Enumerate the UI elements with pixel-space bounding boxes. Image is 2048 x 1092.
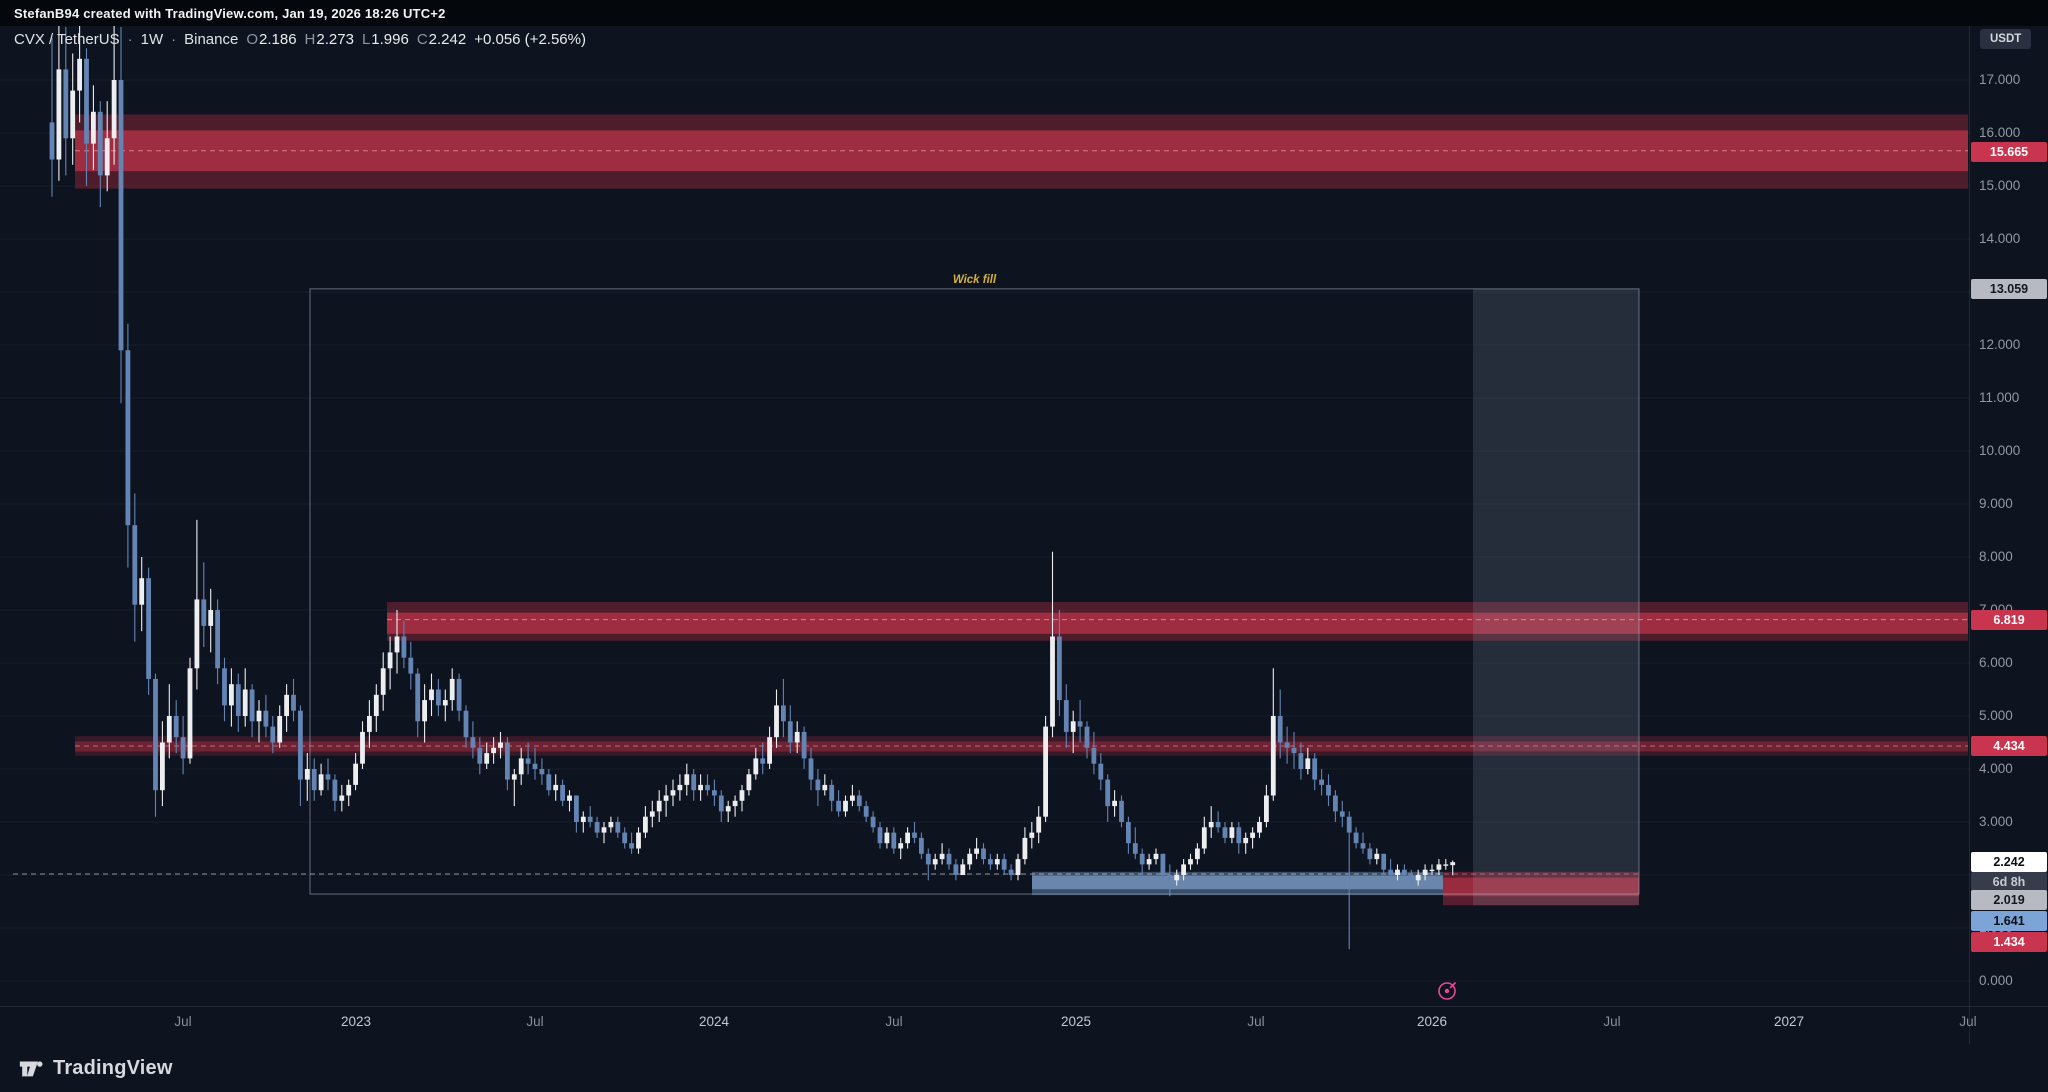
price-tick: 8.000 <box>1979 549 2013 564</box>
zone-demand-2[interactable] <box>13 871 1639 896</box>
zone-supply-7[interactable] <box>387 602 1968 641</box>
axis-price-badge: 13.059 <box>1971 279 2047 299</box>
axis-price-badge: 2.242 <box>1971 852 2047 872</box>
wick-fill-label[interactable]: Wick fill <box>952 273 997 286</box>
zone-supply-bottom[interactable] <box>1443 871 1639 906</box>
price-tick: 12.000 <box>1979 337 2021 352</box>
time-tick: Jul <box>1603 1014 1621 1029</box>
price-tick: 0.000 <box>1979 973 2013 988</box>
time-tick: 2024 <box>698 1014 730 1029</box>
price-axis[interactable]: USDT 17.00016.00015.00014.00013.00012.00… <box>1969 0 2048 1044</box>
price-tick: 16.000 <box>1979 125 2021 140</box>
time-tick: Jul <box>1959 1014 1977 1029</box>
ohlc-low: L1.996 <box>361 31 409 48</box>
price-tick: 4.000 <box>1979 761 2013 776</box>
price-tick: 9.000 <box>1979 496 2013 511</box>
change-label: +0.056 (+2.56%) <box>474 31 586 48</box>
ohlc-high: H2.273 <box>304 31 354 48</box>
price-tick: 15.000 <box>1979 178 2021 193</box>
time-tick: 2025 <box>1060 1014 1092 1029</box>
ohlc-close: C2.242 <box>416 31 467 48</box>
time-tick: Jul <box>526 1014 544 1029</box>
projection-box[interactable] <box>1473 288 1639 906</box>
price-tick: 11.000 <box>1979 390 2020 405</box>
axis-price-badge: 1.641 <box>1971 911 2047 931</box>
legend-separator: · <box>127 31 133 48</box>
axis-price-badge: 4.434 <box>1971 736 2047 756</box>
price-tick: 6.000 <box>1979 655 2013 670</box>
axis-price-badge: 2.019 <box>1971 890 2047 910</box>
tradingview-wordmark[interactable]: TradingView <box>53 1056 173 1079</box>
price-tick: 10.000 <box>1979 443 2021 458</box>
price-tick: 5.000 <box>1979 708 2013 723</box>
time-axis[interactable]: Jul 2023 Jul 2024 Jul 2025 Jul 2026 Jul 2027 Jul <box>0 1006 2048 1045</box>
target-marker-icon[interactable] <box>1438 981 1457 1000</box>
axis-price-badge: 6.819 <box>1971 610 2047 630</box>
candles-layer <box>49 5 1456 950</box>
legend-separator: · <box>171 31 177 48</box>
symbol-title[interactable]: CVX / TetherUS <box>14 31 120 48</box>
attribution-bar: StefanB94 created with TradingView.com, … <box>0 0 2048 26</box>
symbol-legend: CVX / TetherUS · 1W · Binance O2.186 H2.… <box>14 31 586 48</box>
attribution-text: StefanB94 created with TradingView.com, … <box>14 5 446 21</box>
time-tick: Jul <box>174 1014 192 1029</box>
price-tick: 3.000 <box>1979 814 2013 829</box>
exchange-label[interactable]: Binance <box>184 31 239 48</box>
time-tick: 2023 <box>340 1014 372 1029</box>
wick-fill-rectangle[interactable] <box>309 288 1640 895</box>
interval-label[interactable]: 1W <box>140 31 164 48</box>
axis-price-badge: 6d 8h <box>1971 872 2047 892</box>
ohlc-open: O2.186 <box>246 31 297 48</box>
tradingview-logo-icon[interactable] <box>18 1055 44 1081</box>
plot-svg <box>0 5 1970 1000</box>
price-tick: 14.000 <box>1979 231 2021 246</box>
time-tick: Jul <box>1247 1014 1265 1029</box>
zone-supply-15[interactable] <box>75 114 1968 189</box>
chart-plot-area[interactable]: Wick fill <box>0 0 1970 1006</box>
price-tick: 17.000 <box>1979 72 2021 87</box>
time-tick: 2027 <box>1773 1014 1805 1029</box>
axis-price-badge: 1.434 <box>1971 932 2047 952</box>
gridlines <box>0 79 1970 982</box>
bottom-toolbar: TradingView <box>0 1044 2048 1092</box>
axis-price-badge: 15.665 <box>1971 142 2047 162</box>
time-tick: Jul <box>885 1014 903 1029</box>
zone-supply-4[interactable] <box>75 736 1968 756</box>
time-tick: 2026 <box>1416 1014 1448 1029</box>
currency-badge[interactable]: USDT <box>1980 29 2032 49</box>
